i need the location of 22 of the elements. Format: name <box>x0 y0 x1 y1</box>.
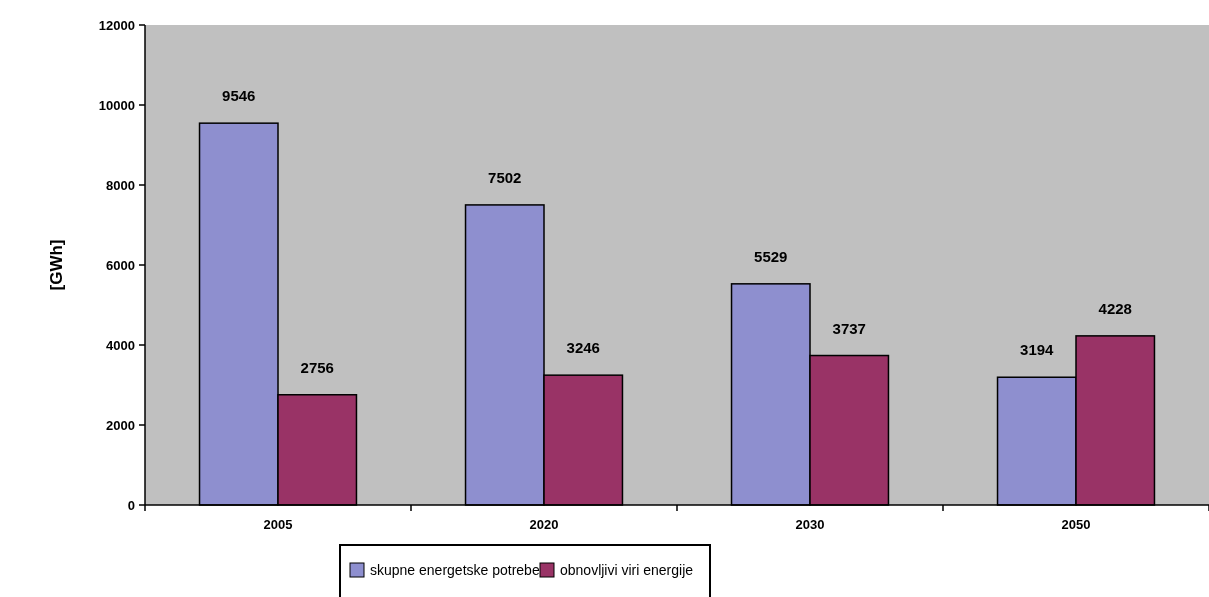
y-tick-label: 10000 <box>98 97 135 113</box>
legend-label: skupne energetske potrebe <box>370 562 540 578</box>
data-label: 2756 <box>300 358 334 376</box>
x-tick-label: 2005 <box>263 517 293 532</box>
y-tick-label: 6000 <box>106 257 135 273</box>
y-tick-label: 8000 <box>106 177 135 193</box>
data-label: 7502 <box>488 168 522 186</box>
legend-label: obnovljivi viri energije <box>560 562 694 578</box>
data-label: 4228 <box>1098 299 1132 317</box>
x-tick-label: 2030 <box>795 517 825 532</box>
data-label: 3737 <box>832 319 866 337</box>
y-tick-label: 2000 <box>106 417 135 433</box>
y-tick-label: 0 <box>127 497 135 513</box>
y-tick-label: 12000 <box>98 17 135 33</box>
x-tick-label: 2020 <box>529 517 559 532</box>
y-axis-title: [GWh] <box>47 239 66 291</box>
data-label: 9546 <box>222 87 256 105</box>
data-label: 3246 <box>566 339 600 357</box>
x-tick-label: 2050 <box>1061 517 1091 532</box>
data-label: 5529 <box>754 247 788 265</box>
data-label: 3194 <box>1020 341 1055 359</box>
y-tick-label: 4000 <box>106 337 135 353</box>
